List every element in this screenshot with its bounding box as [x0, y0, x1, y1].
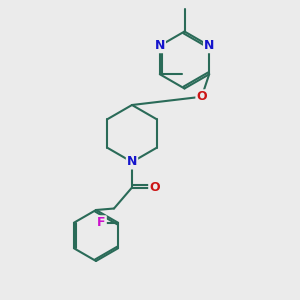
Text: N: N — [204, 39, 214, 52]
Text: N: N — [127, 155, 137, 169]
Text: O: O — [196, 90, 207, 103]
Text: F: F — [97, 216, 106, 229]
Text: O: O — [149, 181, 160, 194]
Text: N: N — [154, 39, 165, 52]
